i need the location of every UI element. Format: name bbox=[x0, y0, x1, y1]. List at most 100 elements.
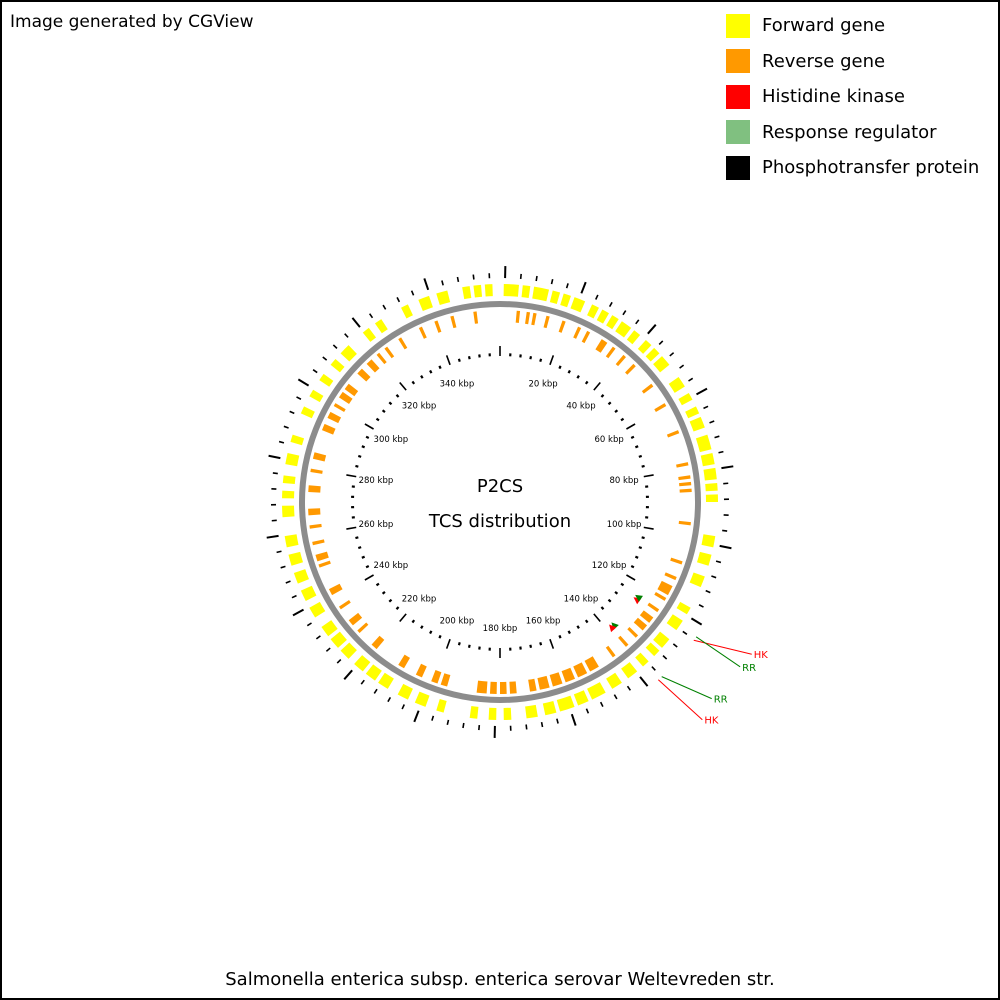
strand-tick bbox=[446, 719, 450, 726]
ruler-tick bbox=[361, 555, 366, 559]
strand-tick bbox=[360, 679, 365, 685]
forward-gene bbox=[330, 358, 345, 373]
forward-gene bbox=[525, 704, 538, 719]
strand-tick bbox=[595, 294, 599, 300]
strand-tick bbox=[306, 622, 312, 627]
forward-gene bbox=[436, 698, 447, 713]
ruler-tick bbox=[558, 365, 562, 370]
reverse-gene bbox=[308, 485, 321, 493]
forward-gene bbox=[637, 339, 652, 354]
forward-gene bbox=[549, 290, 561, 304]
ruler-tick bbox=[549, 355, 555, 366]
reverse-gene bbox=[679, 481, 692, 487]
ruler-tick bbox=[467, 356, 471, 360]
reverse-gene bbox=[312, 452, 327, 462]
strand-tick bbox=[462, 722, 465, 729]
reverse-gene bbox=[310, 468, 323, 474]
forward-gene bbox=[689, 416, 705, 432]
strand-tick bbox=[276, 550, 282, 554]
ruler-tick bbox=[641, 536, 645, 540]
forward-gene bbox=[378, 672, 394, 689]
ruler-tick bbox=[364, 574, 374, 581]
strand-tick bbox=[344, 333, 349, 338]
strand-tick bbox=[705, 589, 711, 594]
forward-gene bbox=[542, 700, 557, 716]
forward-gene bbox=[284, 534, 299, 548]
reverse-gene bbox=[618, 635, 629, 647]
ruler-tick bbox=[411, 380, 416, 385]
reverse-gene bbox=[641, 383, 654, 394]
strand-tick bbox=[525, 724, 528, 730]
strand-tick bbox=[585, 708, 590, 714]
ruler-tick bbox=[600, 394, 605, 398]
response-regulator-swatch bbox=[726, 120, 750, 145]
forward-gene bbox=[700, 452, 715, 467]
ruler-tick bbox=[576, 625, 580, 629]
strand-tick bbox=[709, 420, 715, 424]
ruler-tick bbox=[600, 606, 605, 610]
reverse-gene bbox=[679, 488, 692, 493]
strand-tick bbox=[635, 319, 640, 325]
ruler-tick bbox=[638, 546, 643, 550]
ruler-tick bbox=[411, 619, 416, 624]
forward-gene bbox=[626, 330, 641, 345]
reverse-gene bbox=[605, 346, 616, 359]
ruler-tick bbox=[467, 644, 471, 648]
tcs-marker bbox=[635, 594, 643, 602]
ruler-tick bbox=[388, 598, 393, 603]
reverse-gene bbox=[431, 670, 442, 684]
strand-tick bbox=[373, 688, 378, 694]
reverse-gene bbox=[309, 523, 322, 529]
forward-gene bbox=[300, 585, 317, 601]
ruler-ticks bbox=[346, 346, 654, 658]
reverse-gene bbox=[348, 612, 363, 626]
ruler-tick bbox=[643, 474, 654, 478]
forward-gene bbox=[282, 505, 295, 518]
legend-label: Response regulator bbox=[762, 121, 937, 143]
forward-gene bbox=[401, 304, 413, 319]
reverse-gene bbox=[384, 346, 395, 359]
strand-tick bbox=[613, 694, 618, 700]
reverse-gene bbox=[338, 600, 351, 610]
forward-gene bbox=[653, 356, 670, 373]
reverse-gene bbox=[366, 359, 380, 373]
forward-gene bbox=[587, 682, 606, 700]
ruler-tick bbox=[567, 369, 571, 374]
ruler-tick bbox=[614, 409, 619, 413]
forward-gene bbox=[365, 664, 382, 681]
forward-gene bbox=[469, 705, 479, 719]
legend-label: Reverse gene bbox=[762, 50, 886, 72]
ruler-tick bbox=[429, 630, 433, 635]
forward-gene bbox=[666, 614, 683, 631]
forward-gene bbox=[653, 631, 670, 648]
strand-tick bbox=[387, 696, 392, 703]
forward-gene bbox=[521, 285, 531, 299]
reverse-gene bbox=[531, 312, 537, 326]
ruler-label: 180 kbp bbox=[483, 624, 518, 634]
strand-tick bbox=[639, 676, 649, 687]
ruler-tick bbox=[395, 394, 400, 398]
reverse-gene bbox=[312, 539, 325, 546]
tcs-label: HK bbox=[704, 716, 719, 727]
forward-gene bbox=[645, 642, 660, 657]
forward-gene bbox=[606, 315, 619, 330]
reverse-gene bbox=[418, 326, 427, 339]
strand-tick bbox=[368, 313, 374, 319]
tcs-label: RR bbox=[742, 663, 756, 674]
reverse-gene bbox=[595, 339, 608, 353]
forward-gene bbox=[696, 551, 712, 566]
forward-gene bbox=[436, 290, 451, 306]
reverse-gene bbox=[344, 383, 359, 397]
ruler-tick bbox=[357, 546, 362, 550]
ruler-tick bbox=[420, 625, 424, 629]
forward-gene bbox=[282, 475, 296, 485]
strand-tick bbox=[679, 364, 685, 369]
ruler-tick bbox=[364, 423, 374, 430]
strand-tick bbox=[343, 669, 353, 680]
forward-gene bbox=[319, 373, 334, 387]
strand-tick bbox=[698, 604, 704, 608]
ruler-label: 200 kbp bbox=[440, 616, 475, 626]
ruler-label: 220 kbp bbox=[402, 595, 437, 605]
ruler-label: 40 kbp bbox=[566, 401, 595, 411]
reverse-gene bbox=[633, 617, 648, 631]
